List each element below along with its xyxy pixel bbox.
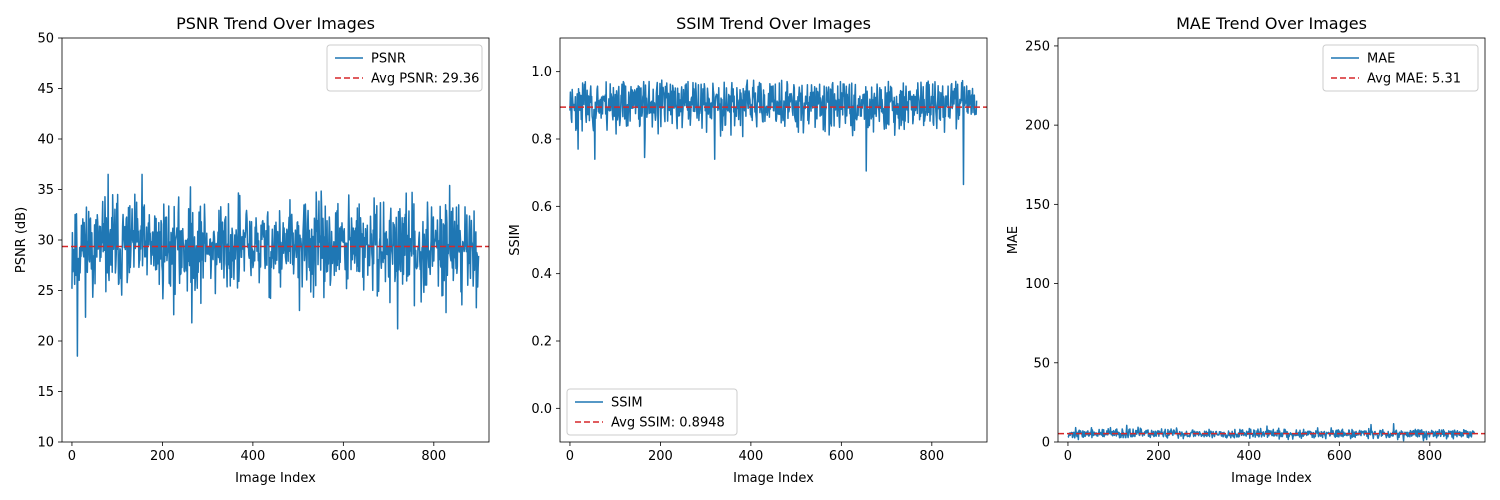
x-tick-label: 800 xyxy=(919,449,944,464)
y-axis-label: PSNR (dB) xyxy=(14,207,29,273)
x-tick-label: 0 xyxy=(1064,449,1072,464)
legend-entry-label: Avg SSIM: 0.8948 xyxy=(611,416,725,431)
y-tick-label: 150 xyxy=(1025,198,1050,213)
y-tick-label: 25 xyxy=(37,284,54,299)
y-tick-label: 30 xyxy=(37,234,54,249)
y-tick-label: 1.0 xyxy=(531,65,552,80)
y-tick-label: 100 xyxy=(1025,277,1050,292)
y-tick-label: 250 xyxy=(1025,39,1050,54)
x-tick-label: 600 xyxy=(1327,449,1352,464)
legend-entry-label: PSNR xyxy=(371,52,406,67)
chart-title: PSNR Trend Over Images xyxy=(176,14,375,33)
subplot-1: 0 200 400 600 800 10 15 20 25 30 35 40 45 50 PSNR Tren… xyxy=(14,14,490,486)
legend-entry-label: MAE xyxy=(1367,52,1395,67)
y-tick-label: 0 xyxy=(1042,436,1050,451)
x-tick-label: 800 xyxy=(421,449,446,464)
x-axis-label: Image Index xyxy=(1231,471,1312,486)
x-tick-label: 0 xyxy=(566,449,574,464)
y-tick-label: 0.6 xyxy=(531,200,552,215)
y-tick-label: 0.2 xyxy=(531,335,552,350)
legend: SSIM Avg SSIM: 0.8948 xyxy=(566,388,738,436)
legend-entry-label: Avg PSNR: 29.36 xyxy=(371,72,479,87)
x-tick-label: 400 xyxy=(738,449,763,464)
legend-entry-label: SSIM xyxy=(611,396,643,411)
series-line-ssim xyxy=(569,79,978,186)
y-axis-label: MAE xyxy=(1006,226,1021,254)
series-line-mae xyxy=(1067,423,1476,442)
axes-frame xyxy=(1057,37,1486,443)
y-tick-label: 0.4 xyxy=(531,267,552,282)
legend: PSNR Avg PSNR: 29.36 xyxy=(326,44,483,92)
x-axis-label: Image Index xyxy=(235,471,316,486)
subplot-3: 0 200 400 600 800 0 50 100 150 200 250 MAE Trend Ov… xyxy=(1006,14,1486,486)
legend-box xyxy=(326,44,483,92)
x-tick-label: 800 xyxy=(1417,449,1442,464)
y-tick-label: 35 xyxy=(37,183,54,198)
x-tick-label: 200 xyxy=(1146,449,1171,464)
x-tick-label: 600 xyxy=(331,449,356,464)
series-line-psnr xyxy=(71,173,480,357)
legend-box xyxy=(1322,44,1479,92)
legend-entry-label: Avg MAE: 5.31 xyxy=(1367,72,1461,87)
chart-title: MAE Trend Over Images xyxy=(1176,14,1367,33)
y-tick-label: 50 xyxy=(1033,356,1050,371)
x-tick-label: 600 xyxy=(829,449,854,464)
axes-frame xyxy=(559,37,988,443)
y-tick-label: 15 xyxy=(37,385,54,400)
y-tick-label: 40 xyxy=(37,133,54,148)
y-tick-label: 10 xyxy=(37,436,54,451)
x-axis-label: Image Index xyxy=(733,471,814,486)
y-tick-label: 20 xyxy=(37,335,54,350)
legend: MAE Avg MAE: 5.31 xyxy=(1322,44,1479,92)
y-axis-label: SSIM xyxy=(508,224,523,256)
x-tick-label: 400 xyxy=(1236,449,1261,464)
y-tick-label: 0.0 xyxy=(531,402,552,417)
y-tick-label: 0.8 xyxy=(531,133,552,148)
x-tick-label: 400 xyxy=(240,449,265,464)
y-tick-label: 45 xyxy=(37,82,54,97)
x-tick-label: 200 xyxy=(648,449,673,464)
x-tick-label: 0 xyxy=(68,449,76,464)
y-tick-label: 200 xyxy=(1025,119,1050,134)
legend-box xyxy=(566,388,738,436)
chart-title: SSIM Trend Over Images xyxy=(676,14,871,33)
y-tick-label: 50 xyxy=(37,32,54,47)
x-tick-label: 200 xyxy=(150,449,175,464)
subplot-2: 0 200 400 600 800 0.0 0.2 0.4 0.6 0.8 1.0 SSIM Tren… xyxy=(508,14,988,486)
